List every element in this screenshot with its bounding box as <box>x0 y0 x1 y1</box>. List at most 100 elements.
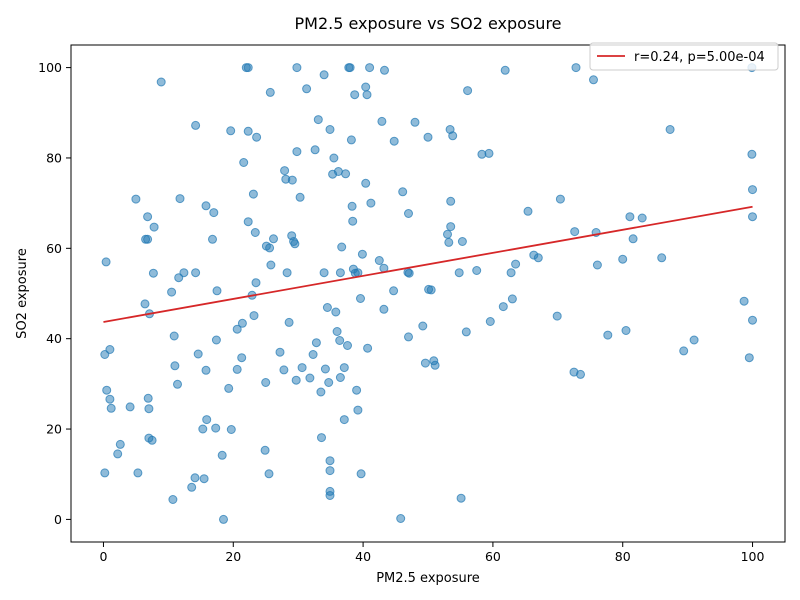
data-point-166 <box>446 222 456 232</box>
data-point-176 <box>485 317 495 326</box>
data-point-203 <box>689 335 699 345</box>
data-point-172 <box>463 86 473 96</box>
data-point-25 <box>168 495 178 504</box>
data-point-103 <box>325 456 335 466</box>
data-point-102 <box>324 378 334 387</box>
data-point-36 <box>193 349 203 359</box>
data-point-184 <box>533 253 543 263</box>
legend: r=0.24, p=5.00e-04 <box>589 42 779 71</box>
data-point-55 <box>237 318 247 328</box>
data-point-208 <box>748 185 757 195</box>
data-point-201 <box>665 125 675 134</box>
data-point-71 <box>265 243 275 253</box>
data-point-52 <box>232 364 242 374</box>
data-point-156 <box>420 358 430 368</box>
data-point-161 <box>430 360 440 370</box>
data-point-169 <box>456 493 466 503</box>
data-point-151 <box>404 332 413 342</box>
data-point-100 <box>320 364 330 374</box>
legend-box <box>589 42 779 71</box>
data-point-90 <box>302 84 312 94</box>
data-point-41 <box>202 415 212 425</box>
data-point-106 <box>325 491 335 500</box>
y-axis-label: SO2 exposure <box>15 248 30 339</box>
legend-label: r=0.24, p=5.00e-04 <box>634 50 765 65</box>
data-point-53 <box>232 324 242 334</box>
data-point-77 <box>280 166 290 176</box>
data-point-59 <box>243 126 253 136</box>
data-point-47 <box>217 450 227 460</box>
data-point-194 <box>603 330 613 340</box>
data-point-50 <box>226 126 236 136</box>
data-point-155 <box>418 321 428 331</box>
data-point-202 <box>679 346 689 356</box>
data-point-51 <box>226 425 236 434</box>
data-point-159 <box>426 285 436 295</box>
data-point-56 <box>239 158 249 167</box>
data-point-137 <box>362 90 372 100</box>
data-point-23 <box>156 77 166 87</box>
data-point-82 <box>287 175 297 185</box>
data-point-45 <box>211 335 221 345</box>
data-point-62 <box>248 189 258 199</box>
data-point-15 <box>143 212 153 222</box>
data-point-12 <box>140 299 150 309</box>
data-point-178 <box>500 65 510 75</box>
data-point-17 <box>144 404 154 414</box>
data-point-115 <box>335 268 345 278</box>
scatter-points <box>100 63 757 524</box>
data-point-22 <box>149 222 159 232</box>
data-point-157 <box>423 132 433 142</box>
data-point-113 <box>335 336 345 345</box>
data-point-21 <box>148 268 158 278</box>
data-point-73 <box>266 260 276 270</box>
data-point-87 <box>292 147 302 157</box>
data-point-199 <box>637 213 647 223</box>
data-point-139 <box>365 63 375 73</box>
data-point-204 <box>739 296 749 306</box>
x-tick-label-80: 80 <box>615 549 631 564</box>
data-point-44 <box>211 423 221 433</box>
data-point-64 <box>250 228 260 237</box>
data-point-98 <box>319 70 329 80</box>
data-point-195 <box>618 254 628 264</box>
data-point-177 <box>498 302 508 312</box>
data-point-134 <box>357 249 367 259</box>
x-tick-label-60: 60 <box>485 549 501 564</box>
data-point-107 <box>325 125 335 134</box>
data-point-148 <box>396 514 406 523</box>
data-point-122 <box>345 63 355 73</box>
data-point-80 <box>284 317 294 327</box>
data-point-70 <box>264 469 274 479</box>
data-point-162 <box>443 229 452 239</box>
data-point-125 <box>348 216 358 226</box>
plot-frame <box>70 44 786 543</box>
data-point-95 <box>313 115 323 125</box>
data-point-84 <box>290 239 300 249</box>
data-point-88 <box>295 192 305 202</box>
data-point-54 <box>237 353 247 363</box>
data-point-149 <box>398 187 408 197</box>
data-point-65 <box>251 278 261 288</box>
data-point-168 <box>454 268 464 278</box>
data-point-129 <box>352 385 362 395</box>
data-point-136 <box>361 178 371 188</box>
data-point-60 <box>243 217 253 227</box>
data-point-109 <box>329 153 339 163</box>
data-point-180 <box>507 294 517 304</box>
data-point-27 <box>170 361 180 371</box>
data-point-209 <box>748 212 757 222</box>
data-point-135 <box>361 82 371 92</box>
data-point-32 <box>187 482 197 492</box>
data-point-140 <box>366 198 376 208</box>
data-point-16 <box>143 393 153 403</box>
data-point-131 <box>353 405 363 415</box>
data-point-207 <box>747 149 757 159</box>
data-point-2 <box>101 257 111 267</box>
data-point-35 <box>191 120 201 130</box>
data-point-67 <box>260 445 270 455</box>
data-point-198 <box>628 234 638 244</box>
data-point-68 <box>261 378 271 387</box>
data-point-191 <box>589 75 598 85</box>
data-point-181 <box>511 259 521 269</box>
